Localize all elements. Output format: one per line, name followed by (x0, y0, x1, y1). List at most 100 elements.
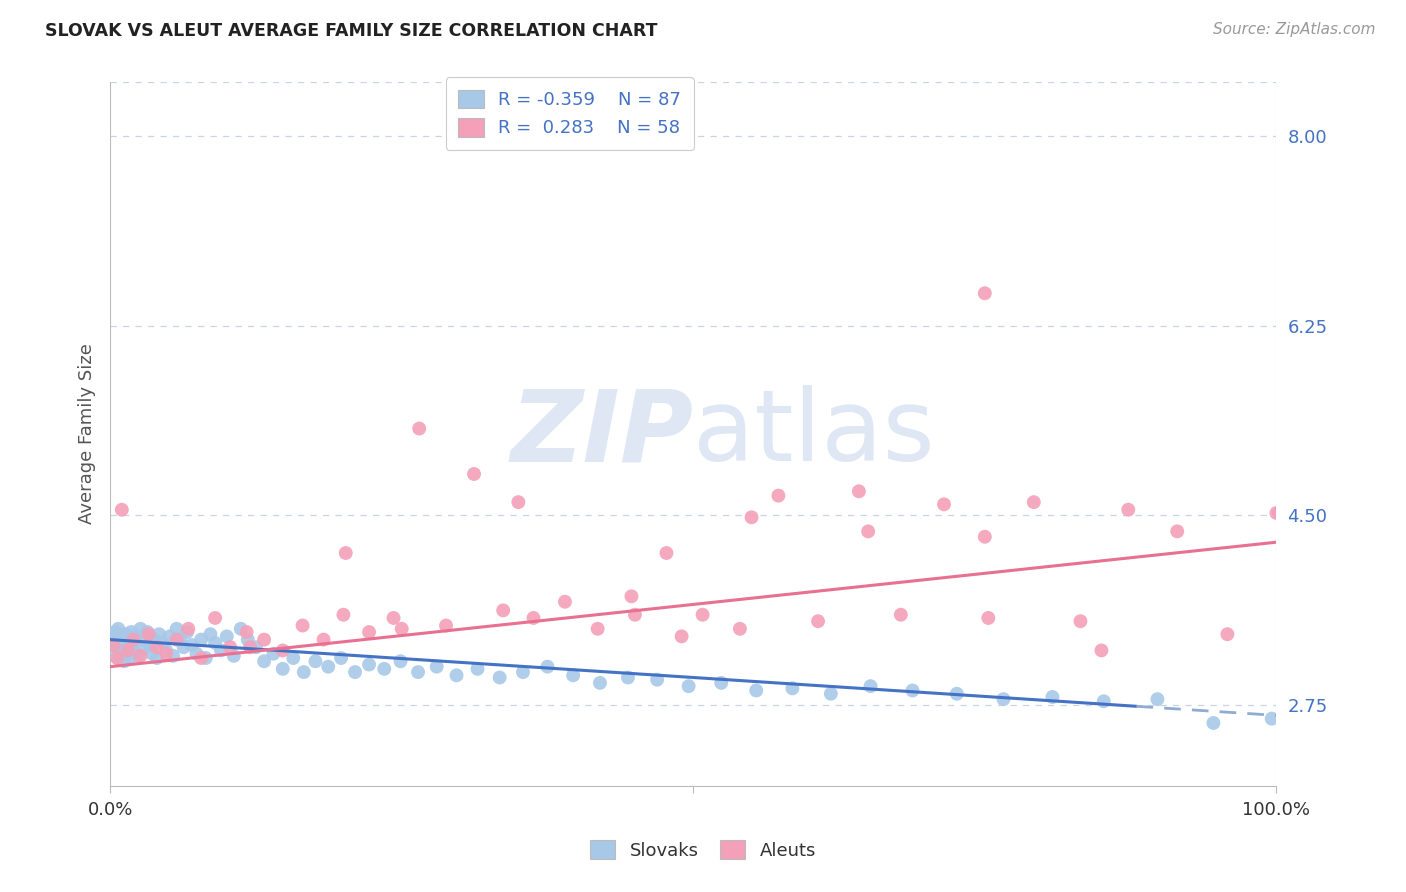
Point (117, 632, 139, 647)
Point (209, 643, 232, 657)
Point (190, 651, 212, 665)
Point (166, 622, 188, 636)
Point (617, 671, 640, 685)
Point (112, 654, 135, 668)
Point (1146, 692, 1168, 706)
Point (1022, 495, 1045, 509)
Point (488, 671, 510, 685)
Point (890, 607, 912, 622)
Point (138, 627, 160, 641)
Point (1265, 506, 1288, 520)
Point (554, 595, 576, 609)
Point (993, 692, 1015, 706)
Point (330, 651, 353, 665)
Point (645, 673, 668, 687)
Point (245, 640, 267, 655)
Point (291, 618, 314, 632)
Point (710, 676, 733, 690)
Point (859, 679, 882, 693)
Point (204, 636, 226, 650)
Point (111, 648, 134, 663)
Text: atlas: atlas (693, 385, 935, 483)
Point (434, 618, 457, 632)
Point (391, 622, 413, 636)
Point (671, 629, 693, 643)
Point (215, 629, 238, 643)
Point (492, 603, 515, 617)
Point (125, 629, 148, 643)
Point (103, 640, 125, 655)
Point (536, 659, 558, 673)
Point (122, 632, 145, 647)
Point (373, 662, 395, 676)
Point (190, 632, 212, 647)
Point (194, 651, 217, 665)
Point (146, 651, 169, 665)
Point (283, 651, 305, 665)
Point (522, 611, 544, 625)
Point (335, 546, 357, 560)
Point (408, 421, 430, 435)
Point (807, 614, 830, 628)
Point (848, 484, 870, 499)
Point (446, 668, 468, 682)
Legend: R = -0.359    N = 87, R =  0.283    N = 58: R = -0.359 N = 87, R = 0.283 N = 58 (446, 77, 693, 150)
Point (271, 643, 294, 657)
Point (1216, 627, 1239, 641)
Point (155, 647, 177, 661)
Point (467, 662, 489, 676)
Point (304, 654, 326, 668)
Point (222, 648, 245, 663)
Point (1320, 508, 1343, 522)
Point (118, 651, 141, 665)
Point (108, 643, 131, 657)
Y-axis label: Average Family Size: Average Family Size (79, 343, 96, 524)
Point (262, 647, 284, 661)
Point (977, 611, 1000, 625)
Point (382, 611, 405, 625)
Text: Source: ZipAtlas.com: Source: ZipAtlas.com (1212, 22, 1375, 37)
Point (728, 622, 751, 636)
Point (1069, 614, 1091, 628)
Point (973, 286, 995, 301)
Point (200, 627, 222, 641)
Point (139, 638, 162, 652)
Point (122, 643, 145, 657)
Point (105, 651, 128, 665)
Point (229, 622, 252, 636)
Point (166, 632, 188, 647)
Point (1166, 524, 1188, 539)
Point (1202, 715, 1225, 730)
Point (152, 636, 174, 650)
Legend: Slovaks, Aleuts: Slovaks, Aleuts (582, 833, 824, 867)
Point (586, 622, 609, 636)
Point (1116, 502, 1139, 516)
Point (177, 622, 200, 636)
Point (782, 681, 804, 696)
Point (620, 590, 643, 604)
Point (236, 632, 259, 647)
Point (132, 632, 155, 647)
Point (357, 625, 380, 640)
Point (180, 638, 202, 652)
Point (512, 665, 534, 679)
Point (239, 640, 262, 655)
Point (316, 659, 339, 673)
Point (946, 687, 969, 701)
Point (120, 625, 142, 640)
Point (820, 687, 842, 701)
Text: SLOVAK VS ALEUT AVERAGE FAMILY SIZE CORRELATION CHART: SLOVAK VS ALEUT AVERAGE FAMILY SIZE CORR… (45, 22, 658, 40)
Point (389, 654, 412, 668)
Point (1267, 506, 1289, 520)
Point (104, 625, 127, 640)
Point (768, 489, 790, 503)
Point (932, 497, 955, 511)
Point (745, 683, 768, 698)
Point (141, 647, 163, 661)
Point (589, 676, 612, 690)
Point (129, 622, 152, 636)
Point (114, 627, 136, 641)
Point (1042, 690, 1064, 704)
Point (148, 627, 170, 641)
Point (104, 638, 127, 652)
